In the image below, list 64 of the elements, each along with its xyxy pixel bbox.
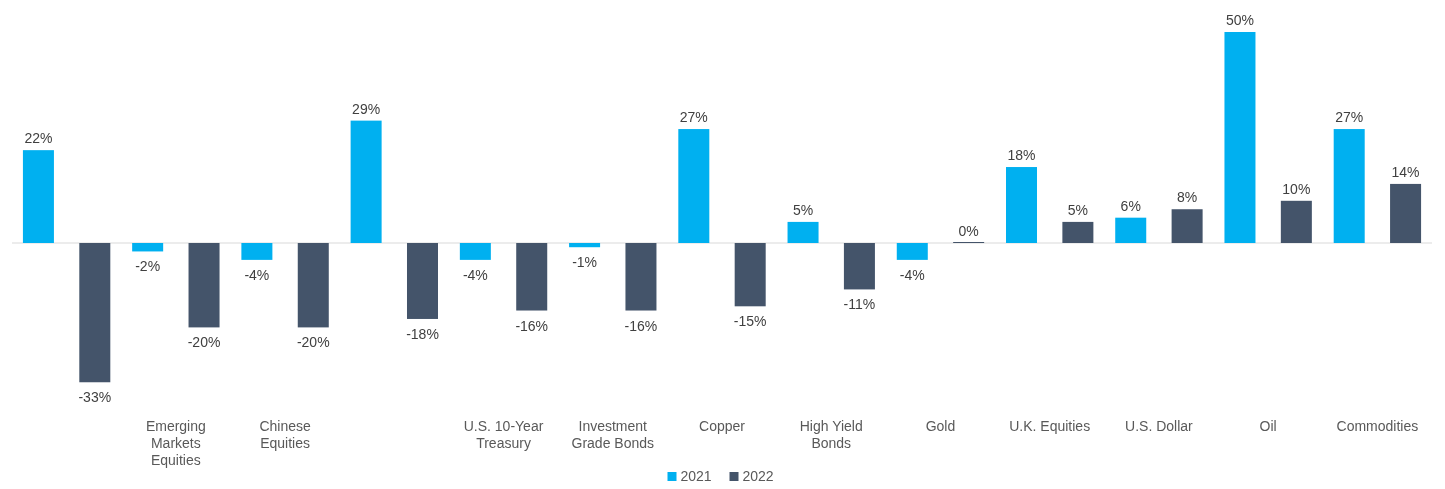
data-label: -33%	[78, 389, 112, 406]
data-label: 27%	[679, 109, 708, 126]
bar	[241, 243, 273, 260]
data-label: 18%	[1007, 147, 1036, 164]
bar	[1171, 209, 1203, 243]
data-label: -16%	[515, 317, 549, 334]
bar	[1280, 200, 1312, 243]
x-tick-label: U.S. Dollar	[1125, 418, 1194, 434]
x-tick-label: Chinese Equities	[259, 418, 311, 451]
data-label: -1%	[572, 254, 598, 271]
bar	[625, 243, 657, 311]
data-label: 5%	[792, 201, 814, 218]
bar	[188, 243, 220, 328]
data-label: -4%	[899, 266, 925, 283]
bar	[459, 243, 491, 260]
bar	[896, 243, 928, 260]
data-label: 29%	[352, 100, 381, 117]
legend-label: 2022	[742, 468, 774, 484]
legend-label: 2021	[680, 468, 712, 484]
bar	[132, 243, 164, 252]
data-label: -18%	[406, 325, 439, 342]
bar	[1062, 221, 1094, 243]
bar	[516, 243, 548, 311]
data-label: -20%	[187, 334, 221, 351]
bar	[22, 150, 54, 243]
data-label: 27%	[1335, 109, 1364, 126]
bar	[787, 221, 819, 243]
data-label: 14%	[1391, 163, 1420, 180]
data-label: -4%	[462, 266, 488, 283]
data-label: -20%	[296, 334, 330, 351]
data-label: -2%	[135, 258, 161, 275]
data-label: -16%	[624, 317, 658, 334]
bar	[843, 243, 875, 290]
bar	[350, 120, 382, 243]
x-tick-label: Gold	[925, 418, 956, 434]
bar	[1115, 217, 1147, 243]
data-label: -15%	[733, 313, 767, 330]
x-tick-label: Copper	[699, 418, 746, 434]
x-tick-label: U.K. Equities	[1009, 418, 1091, 434]
x-tick-label: Investment Grade Bonds	[571, 418, 655, 451]
bar	[406, 243, 438, 319]
data-label: 22%	[24, 130, 53, 147]
data-label: 5%	[1067, 201, 1088, 218]
data-label: 0%	[958, 223, 979, 239]
bar	[297, 243, 329, 328]
data-label: 10%	[1282, 180, 1311, 197]
bar	[734, 243, 766, 307]
bar	[79, 243, 111, 383]
x-tick-label: Commodities	[1336, 418, 1419, 434]
x-tick-label: High Yield Bonds	[799, 418, 863, 451]
data-label: -11%	[843, 296, 876, 313]
x-tick-label: U.S. 10-Year Treasury	[463, 418, 544, 451]
bar	[1333, 129, 1365, 243]
data-label: 6%	[1120, 197, 1141, 214]
data-label: 50%	[1225, 12, 1254, 28]
bar	[678, 129, 710, 243]
bar	[1390, 183, 1422, 243]
data-label: -4%	[244, 266, 270, 283]
bar	[1224, 32, 1256, 243]
data-label: 8%	[1176, 189, 1198, 206]
bar	[569, 243, 601, 248]
x-tick-label: Oil	[1259, 418, 1277, 434]
bar	[1006, 167, 1038, 243]
x-tick-label: Emerging Markets Equities	[145, 418, 206, 468]
